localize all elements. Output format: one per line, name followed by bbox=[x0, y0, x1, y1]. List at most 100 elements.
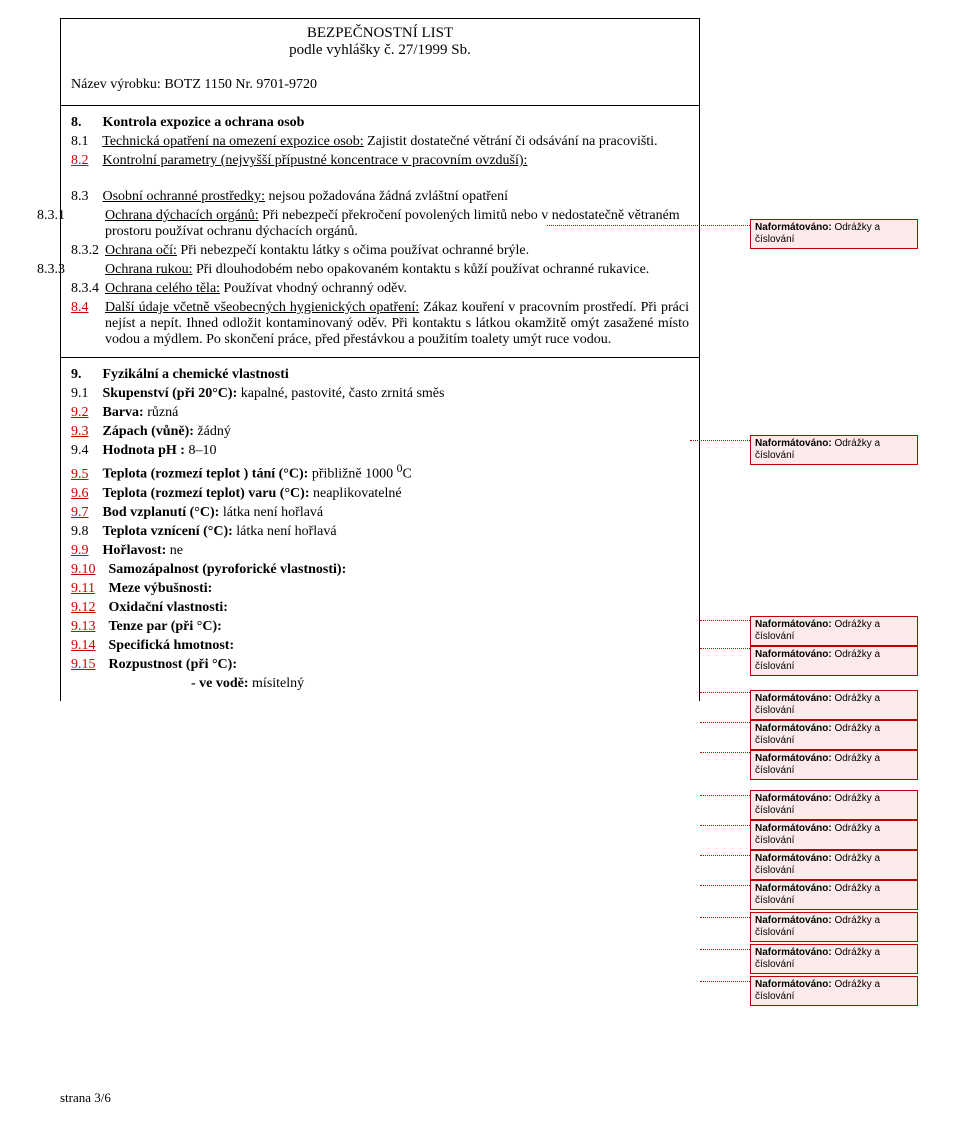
s9-4-text: 8–10 bbox=[185, 443, 217, 458]
s9-2: 9.2 Barva: různá bbox=[71, 405, 689, 421]
s8-3-1-num: 8.3.1 bbox=[71, 208, 105, 224]
s9-water-label: - ve vodě: bbox=[191, 676, 249, 691]
comment-connector bbox=[700, 752, 750, 753]
s8-4: 8.4Další údaje včetně všeobecných hygien… bbox=[71, 300, 689, 348]
s8-3-1: 8.3.1Ochrana dýchacích orgánů: Při nebez… bbox=[105, 208, 689, 240]
comment-balloon: Naformátováno: Odrážky a číslování bbox=[750, 616, 918, 646]
comment-balloon: Naformátováno: Odrážky a číslování bbox=[750, 944, 918, 974]
s9-water-text: mísitelný bbox=[249, 676, 305, 691]
s8-3-text: nejsou požadována žádná zvláštní opatřen… bbox=[265, 189, 508, 204]
doc-title-1: BEZPEČNOSTNÍ LIST bbox=[71, 25, 689, 42]
s8-3-2-label: Ochrana očí: bbox=[105, 243, 177, 258]
s9-4-label: Hodnota pH : bbox=[103, 443, 185, 458]
section-8-cell: 8. Kontrola expozice a ochrana osob 8.1 … bbox=[61, 106, 700, 358]
page: BEZPEČNOSTNÍ LIST podle vyhlášky č. 27/1… bbox=[0, 0, 960, 711]
s9-6: 9.6 Teplota (rozmezí teplot) varu (°C): … bbox=[71, 486, 689, 502]
s8-3-2-num: 8.3.2 bbox=[71, 243, 105, 259]
comment-connector bbox=[547, 225, 750, 226]
s8-2: 8.2 Kontrolní parametry (nejvyšší přípus… bbox=[71, 153, 689, 169]
s9-15-label: Rozpustnost (při °C): bbox=[109, 657, 238, 672]
s9-1: 9.1 Skupenství (při 20°C): kapalné, past… bbox=[71, 386, 689, 402]
comment-connector bbox=[700, 981, 750, 982]
s8-3-2-text: Při nebezpečí kontaktu látky s očima pou… bbox=[177, 243, 529, 258]
s9-4: 9.4 Hodnota pH : 8–10 bbox=[71, 443, 689, 459]
comment-connector bbox=[700, 949, 750, 950]
comment-balloon: Naformátováno: Odrážky a číslování bbox=[750, 880, 918, 910]
s9-7-num: 9.7 bbox=[71, 505, 99, 521]
s9-6-num: 9.6 bbox=[71, 486, 99, 502]
s9-13-num: 9.13 bbox=[71, 619, 105, 635]
s9-3-label: Zápach (vůně): bbox=[103, 424, 194, 439]
s8-3-3-label: Ochrana rukou: bbox=[105, 262, 192, 277]
comment-connector bbox=[700, 795, 750, 796]
s9-9-label: Hořlavost: bbox=[103, 543, 167, 558]
comment-balloon: Naformátováno: Odrážky a číslování bbox=[750, 435, 918, 465]
comment-balloon: Naformátováno: Odrážky a číslování bbox=[750, 790, 918, 820]
header-cell: BEZPEČNOSTNÍ LIST podle vyhlášky č. 27/1… bbox=[61, 19, 700, 106]
s9-11: 9.11 Meze výbušnosti: bbox=[71, 581, 689, 597]
s9-1-label: Skupenství (při 20°C): bbox=[103, 386, 238, 401]
comment-connector bbox=[700, 620, 750, 621]
s8-1-label: Technická opatření na omezení expozice o… bbox=[102, 134, 363, 149]
s8-num: 8. bbox=[71, 115, 99, 131]
s9-8-num: 9.8 bbox=[71, 524, 99, 540]
s9-12-label: Oxidační vlastnosti: bbox=[109, 600, 228, 615]
s8-3-num: 8.3 bbox=[71, 189, 99, 205]
s9-5-label: Teplota (rozmezí teplot ) tání (°C): bbox=[103, 467, 309, 482]
comment-connector bbox=[700, 885, 750, 886]
s9-9: 9.9 Hořlavost: ne bbox=[71, 543, 689, 559]
s9-13: 9.13 Tenze par (při °C): bbox=[71, 619, 689, 635]
s8-3-3-text: Při dlouhodobém nebo opakovaném kontaktu… bbox=[192, 262, 649, 277]
s8-1-num: 8.1 bbox=[71, 134, 99, 150]
s9-4-num: 9.4 bbox=[71, 443, 99, 459]
s8-4-label: Další údaje včetně všeobecných hygienick… bbox=[105, 300, 419, 315]
s9-1-num: 9.1 bbox=[71, 386, 99, 402]
comment-balloon: Naformátováno: Odrážky a číslování bbox=[750, 219, 918, 249]
s8-3-label: Osobní ochranné prostředky: bbox=[103, 189, 266, 204]
s9-7-text: látka není hořlavá bbox=[219, 505, 323, 520]
comment-connector bbox=[700, 855, 750, 856]
product-value: BOTZ 1150 Nr. 9701-9720 bbox=[164, 77, 317, 92]
s9-9-text: ne bbox=[166, 543, 183, 558]
s9-15: 9.15 Rozpustnost (při °C): bbox=[71, 657, 689, 673]
s9-8-label: Teplota vznícení (°C): bbox=[103, 524, 233, 539]
comment-connector bbox=[700, 648, 750, 649]
s9-10: 9.10 Samozápalnost (pyroforické vlastnos… bbox=[71, 562, 689, 578]
s9-1-text: kapalné, pastovité, často zrnitá směs bbox=[237, 386, 444, 401]
s9-5-num: 9.5 bbox=[71, 467, 99, 483]
s8-1-text: Zajistit dostatečné větrání či odsávání … bbox=[364, 134, 658, 149]
s9-14-num: 9.14 bbox=[71, 638, 105, 654]
comment-balloon: Naformátováno: Odrážky a číslování bbox=[750, 750, 918, 780]
s8-3-4: 8.3.4Ochrana celého těla: Používat vhodn… bbox=[71, 281, 689, 297]
s8-3-4-num: 8.3.4 bbox=[71, 281, 105, 297]
comment-balloon: Naformátováno: Odrážky a číslování bbox=[750, 912, 918, 942]
product-label: Název výrobku: bbox=[71, 77, 161, 92]
comment-balloon: Naformátováno: Odrážky a číslování bbox=[750, 690, 918, 720]
s9-10-num: 9.10 bbox=[71, 562, 105, 578]
s9-5-text-a: přibližně 1000 bbox=[308, 467, 396, 482]
s8-3-4-text: Používat vhodný ochranný oděv. bbox=[220, 281, 407, 296]
s9-3-num: 9.3 bbox=[71, 424, 99, 440]
comment-balloon: Naformátováno: Odrážky a číslování bbox=[750, 720, 918, 750]
s8-3: 8.3 Osobní ochranné prostředky: nejsou p… bbox=[71, 189, 689, 205]
s8-3-3: 8.3.3Ochrana rukou: Při dlouhodobém nebo… bbox=[105, 262, 689, 278]
s9-heading: 9. Fyzikální a chemické vlastnosti bbox=[71, 367, 689, 383]
s9-2-label: Barva: bbox=[103, 405, 144, 420]
s9-14-label: Specifická hmotnost: bbox=[109, 638, 235, 653]
s9-title: Fyzikální a chemické vlastnosti bbox=[103, 367, 289, 382]
comment-balloon: Naformátováno: Odrážky a číslování bbox=[750, 850, 918, 880]
s9-5-text-b: C bbox=[402, 467, 411, 482]
s8-3-3-num: 8.3.3 bbox=[71, 262, 105, 278]
s8-2-num: 8.2 bbox=[71, 153, 99, 169]
s8-1: 8.1 Technická opatření na omezení expozi… bbox=[71, 134, 689, 150]
s8-3-1-label: Ochrana dýchacích orgánů: bbox=[105, 208, 259, 223]
doc-title-2: podle vyhlášky č. 27/1999 Sb. bbox=[71, 42, 689, 59]
s9-7-label: Bod vzplanutí (°C): bbox=[103, 505, 220, 520]
s8-title: Kontrola expozice a ochrana osob bbox=[103, 115, 305, 130]
s9-5: 9.5 Teplota (rozmezí teplot ) tání (°C):… bbox=[71, 462, 689, 483]
section-9-cell: 9. Fyzikální a chemické vlastnosti 9.1 S… bbox=[61, 358, 700, 701]
comment-balloon: Naformátováno: Odrážky a číslování bbox=[750, 976, 918, 1006]
comment-connector bbox=[690, 440, 750, 441]
page-footer: strana 3/6 bbox=[60, 1090, 111, 1106]
s9-3-text: žádný bbox=[194, 424, 231, 439]
